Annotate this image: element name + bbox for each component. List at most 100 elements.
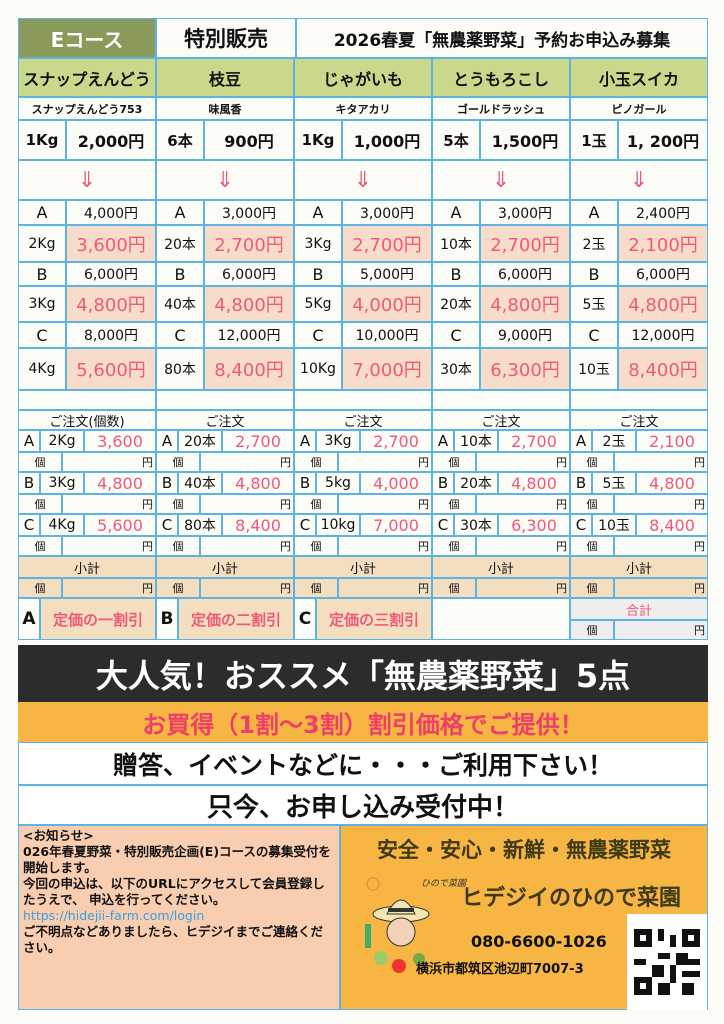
pieces-input[interactable]: 個 — [18, 536, 62, 556]
pieces-input[interactable]: 個 — [156, 452, 200, 472]
list-price: 4,000円 — [66, 200, 156, 225]
tier-label: B — [570, 262, 618, 286]
order-price: 8,400 — [636, 514, 708, 536]
pieces-input[interactable]: 個 — [570, 536, 614, 556]
tier-quantity: 40本 — [156, 286, 204, 322]
product-name: 小玉スイカ — [570, 58, 708, 97]
order-option-label: C — [432, 514, 454, 536]
farm-box: 安全・安心・新鮮・無農薬野菜 ひので菜園 ヒデジイのひので菜園 080-6600… — [340, 825, 708, 1010]
unit-price: 1, 200円 — [618, 120, 708, 160]
total-pieces-input[interactable]: 個 — [570, 620, 614, 640]
login-link[interactable]: https://hidejii-farm.com/login — [23, 908, 205, 923]
subtotal-yen-input[interactable]: 円 — [614, 578, 708, 598]
tier-label: C — [156, 322, 204, 348]
sale-price: 4,000円 — [342, 286, 432, 322]
spacer — [156, 390, 294, 410]
qr-code[interactable] — [627, 914, 707, 1010]
yen-input[interactable]: 円 — [338, 452, 432, 472]
tier-quantity: 5Kg — [294, 286, 342, 322]
subtotal-pieces-input[interactable]: 個 — [18, 578, 62, 598]
list-price: 8,000円 — [66, 322, 156, 348]
order-option-label: A — [18, 430, 40, 452]
pieces-input[interactable]: 個 — [570, 452, 614, 472]
order-quantity: 2玉 — [592, 430, 636, 452]
tier-quantity: 3Kg — [18, 286, 66, 322]
yen-input[interactable]: 円 — [200, 452, 294, 472]
unit-price: 1,000円 — [342, 120, 432, 160]
discount-text: 定価の一割引 — [40, 598, 156, 640]
total-yen-input[interactable]: 円 — [614, 620, 708, 640]
variety-name: スナップえんどう753 — [18, 97, 156, 120]
page-title: 2026春夏「無農薬野菜」予約お申込み募集 — [296, 18, 708, 58]
order-header: ご注文 — [294, 410, 432, 430]
yen-input[interactable]: 円 — [62, 494, 156, 514]
subtotal-label: 小計 — [570, 556, 708, 578]
pieces-input[interactable]: 個 — [156, 494, 200, 514]
tier-label: A — [570, 200, 618, 225]
yen-input[interactable]: 円 — [62, 452, 156, 472]
sale-price: 7,000円 — [342, 348, 432, 390]
order-price: 6,300 — [498, 514, 570, 536]
yen-input[interactable]: 円 — [338, 494, 432, 514]
subtotal-yen-input[interactable]: 円 — [62, 578, 156, 598]
yen-input[interactable]: 円 — [338, 536, 432, 556]
yen-input[interactable]: 円 — [476, 536, 570, 556]
pieces-input[interactable]: 個 — [18, 452, 62, 472]
pieces-input[interactable]: 個 — [294, 494, 338, 514]
order-price: 2,700 — [360, 430, 432, 452]
pieces-input[interactable]: 個 — [432, 494, 476, 514]
sale-price: 8,400円 — [204, 348, 294, 390]
pieces-input[interactable]: 個 — [18, 494, 62, 514]
pieces-input[interactable]: 個 — [570, 494, 614, 514]
unit-price: 2,000円 — [66, 120, 156, 160]
yen-input[interactable]: 円 — [200, 494, 294, 514]
yen-input[interactable]: 円 — [476, 452, 570, 472]
yen-input[interactable]: 円 — [614, 452, 708, 472]
subtotal-yen-input[interactable]: 円 — [476, 578, 570, 598]
tier-quantity: 30本 — [432, 348, 480, 390]
subtotal-pieces-input[interactable]: 個 — [432, 578, 476, 598]
sale-price: 3,600円 — [66, 225, 156, 262]
subtotal-yen-input[interactable]: 円 — [338, 578, 432, 598]
order-price: 4,800 — [636, 472, 708, 494]
yen-input[interactable]: 円 — [200, 536, 294, 556]
yen-input[interactable]: 円 — [614, 536, 708, 556]
yen-input[interactable]: 円 — [614, 494, 708, 514]
order-quantity: 3Kg — [40, 472, 84, 494]
pieces-input[interactable]: 個 — [294, 536, 338, 556]
gift-banner: 贈答、イベントなどに・・・ご利用下さい！ — [18, 742, 708, 785]
tier-quantity: 10本 — [432, 225, 480, 262]
down-arrow-icon: ⇓ — [156, 160, 294, 200]
yen-input[interactable]: 円 — [476, 494, 570, 514]
farm-logo-text: ひので菜園 — [421, 879, 467, 889]
sale-price: 4,800円 — [204, 286, 294, 322]
subtotal-pieces-input[interactable]: 個 — [294, 578, 338, 598]
order-price: 2,700 — [222, 430, 294, 452]
subtotal-pieces-input[interactable]: 個 — [156, 578, 200, 598]
variety-name: 味風香 — [156, 97, 294, 120]
spacer — [570, 390, 708, 410]
pieces-input[interactable]: 個 — [432, 536, 476, 556]
list-price: 6,000円 — [66, 262, 156, 286]
order-price: 7,000 — [360, 514, 432, 536]
course-label: Eコース — [18, 18, 156, 58]
order-price: 4,800 — [498, 472, 570, 494]
subtotal-pieces-input[interactable]: 個 — [570, 578, 614, 598]
order-option-label: B — [156, 472, 178, 494]
subtotal-yen-input[interactable]: 円 — [200, 578, 294, 598]
tier-quantity: 10Kg — [294, 348, 342, 390]
unit-price: 1,500円 — [480, 120, 570, 160]
order-quantity: 20本 — [178, 430, 222, 452]
list-price: 10,000円 — [342, 322, 432, 348]
discount-label: A — [18, 598, 40, 640]
tier-label: C — [432, 322, 480, 348]
yen-input[interactable]: 円 — [62, 536, 156, 556]
farm-phone: 080-6600-1026 — [471, 932, 607, 951]
spacer — [294, 390, 432, 410]
variety-name: ピノガール — [570, 97, 708, 120]
pieces-input[interactable]: 個 — [156, 536, 200, 556]
order-option-label: A — [294, 430, 316, 452]
down-arrow-icon: ⇓ — [294, 160, 432, 200]
pieces-input[interactable]: 個 — [432, 452, 476, 472]
pieces-input[interactable]: 個 — [294, 452, 338, 472]
